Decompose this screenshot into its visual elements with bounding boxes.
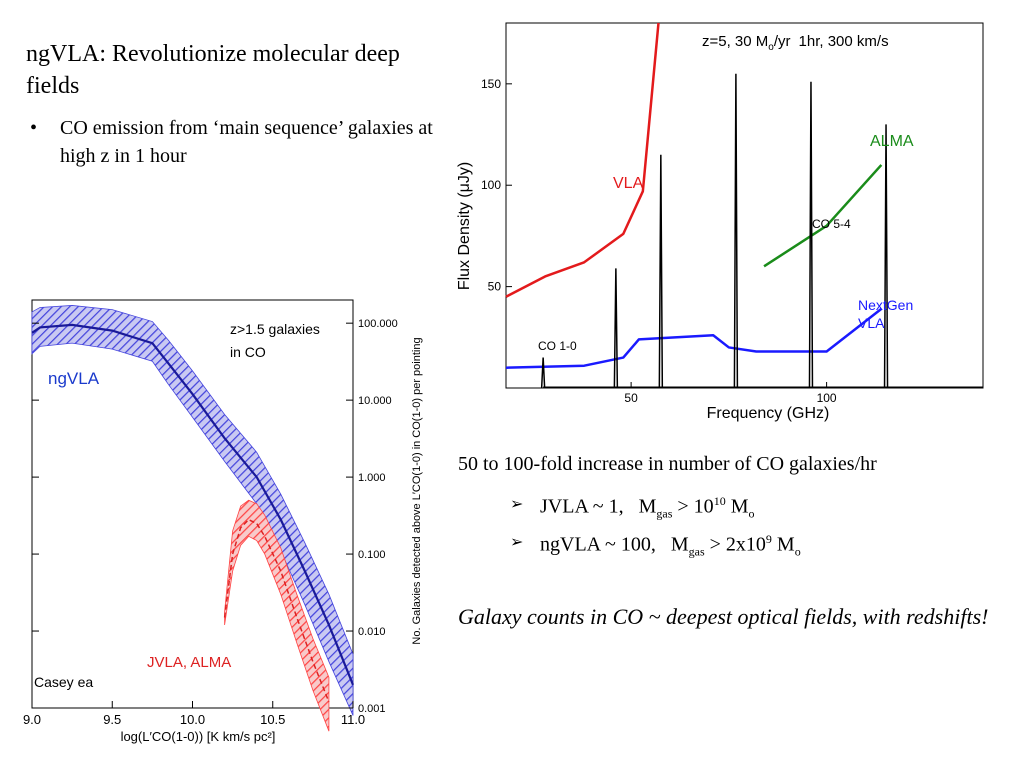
conclusion-text: Galaxy counts in CO ~ deepest optical fi… (458, 604, 989, 629)
jvla-series-label: JVLA, ALMA (147, 654, 231, 671)
chart-title-b: /yr (774, 33, 791, 50)
co-line-peak (733, 73, 739, 389)
nextgen-label-2: VLA (858, 315, 885, 331)
alma-label: ALMA (870, 133, 914, 150)
x-tick-label: 9.5 (103, 712, 121, 727)
chart-title-a: z=5, 30 M (702, 33, 768, 50)
mgas-subscript: gas (656, 506, 673, 521)
item-relation: > 2x10 (704, 533, 766, 556)
arrow-bullet-icon: ➢ (510, 494, 524, 513)
flux-density-chart: 50 100 50 100 150 z=5, 30 Mo/yr 1hr, 300 km/s… (456, 22, 984, 422)
y-axis-label: Flux Density (μJy) (456, 162, 473, 290)
x-tick-label: 100 (817, 391, 837, 405)
x-tick-label: 10.5 (260, 712, 285, 727)
y-tick-label: 0.001 (358, 703, 386, 715)
item-label: JVLA ~ 1, (540, 495, 624, 518)
arrow-bullet-icon: ➢ (510, 532, 524, 551)
plot-frame (505, 22, 984, 389)
y-tick-label: 100 (481, 178, 501, 192)
band-ngvla (31, 305, 354, 716)
mgas-symbol: M (670, 533, 689, 556)
item-unit-sub: o (748, 506, 755, 521)
y-tick-label: 0.100 (358, 549, 386, 561)
mgas-symbol: M (638, 495, 657, 518)
x-tick-label: 11.0 (341, 712, 365, 727)
series-line-vla (505, 22, 660, 298)
series-line-alma (763, 164, 883, 268)
count-x-axis-label: log(L′CO(1-0)) [K km/s pc²] (121, 729, 276, 744)
z-annotation-1: z>1.5 galaxies (230, 321, 320, 337)
x-axis-label: Frequency (GHz) (707, 405, 830, 422)
co-line-peak (658, 154, 664, 389)
co-line-peak (540, 357, 546, 389)
z-annotation-2: in CO (230, 344, 266, 360)
item-label: ngVLA ~ 100, (540, 533, 656, 556)
series-line-ngvla (31, 323, 355, 686)
chart-title: z=5, 30 Mo/yr 1hr, 300 km/s (702, 33, 889, 53)
jvla-count-text: JVLA ~ 1, Mgas > 1010 Mo (540, 494, 754, 522)
casey-credit: Casey ea (34, 674, 93, 690)
y-tick-label: 10.000 (358, 395, 392, 407)
co-line-peak (808, 81, 814, 389)
ngvla-count-text: ngVLA ~ 100, Mgas > 2x109 Mo (540, 532, 801, 560)
item-exponent: 10 (713, 494, 726, 508)
y-tick-label: 0.010 (358, 626, 386, 638)
item-unit-sub: o (794, 544, 801, 559)
item-exponent: 9 (765, 532, 772, 546)
chart-title-c: 1hr, 300 km/s (799, 33, 889, 50)
item-unit: M (725, 495, 749, 518)
chart-title-sub: o (768, 42, 774, 53)
co-line-peak (883, 124, 889, 389)
co54-label: CO 5-4 (812, 217, 851, 231)
item-unit: M (771, 533, 795, 556)
co-line-peak (613, 268, 619, 389)
y-tick-label: 50 (488, 280, 502, 294)
mgas-subscript: gas (688, 544, 705, 559)
vla-label: VLA (613, 175, 644, 192)
co10-label: CO 1-0 (538, 339, 577, 353)
y-tick-label: 150 (481, 77, 501, 91)
band-jvla-alma (224, 499, 330, 732)
series-line-nextgen-vla (505, 307, 883, 369)
galaxy-count-chart: 9.0 9.5 10.0 10.5 11.0 100.000 10.000 1.000 0.10… (23, 299, 423, 744)
increase-statement: 50 to 100-fold increase in number of CO … (458, 453, 877, 475)
ngvla-series-label: ngVLA (48, 369, 100, 388)
slide-title: ngVLA: Revolutionize molecular deep fiel… (26, 41, 400, 99)
item-relation: > 10 (672, 495, 714, 518)
bullet-text: CO emission from ‘main sequence’ galaxie… (60, 117, 433, 167)
nextgen-label-1: NextGen (858, 297, 913, 313)
y-tick-label: 1.000 (358, 472, 386, 484)
y-tick-label: 100.000 (358, 318, 398, 330)
x-tick-label: 50 (624, 391, 638, 405)
x-tick-label: 10.0 (180, 712, 205, 727)
bullet-dot-icon: • (30, 117, 38, 139)
x-tick-label: 9.0 (23, 712, 41, 727)
count-y-axis-label: No. Galaxies detected above L′CO(1-0) in… (411, 337, 423, 644)
